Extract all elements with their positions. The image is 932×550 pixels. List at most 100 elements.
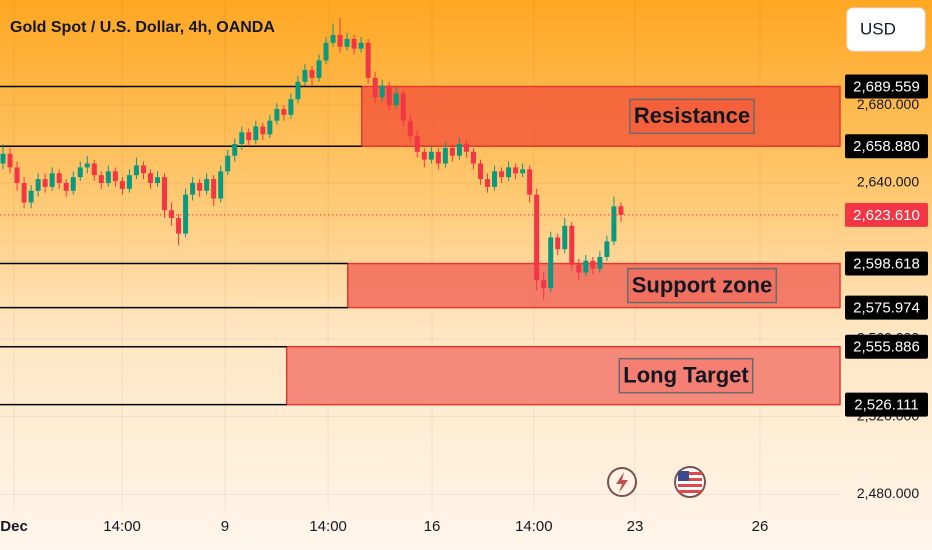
price-box xyxy=(845,392,928,417)
price-label: 2,555.886 xyxy=(853,339,920,356)
zone-label-box xyxy=(618,357,754,394)
x-tick-label: 14:00 xyxy=(309,518,347,535)
x-tick-label: 14:00 xyxy=(515,518,553,535)
candle-body xyxy=(435,151,441,164)
candle-body xyxy=(351,38,357,49)
lightning-icon[interactable] xyxy=(607,467,637,497)
candle-body xyxy=(126,175,132,189)
zone xyxy=(285,345,841,406)
x-tick-label: 23 xyxy=(627,518,644,535)
candle-body xyxy=(365,42,371,78)
candle-body xyxy=(98,175,104,183)
icon-bolt xyxy=(616,472,628,493)
candle-body xyxy=(147,173,153,183)
candle-body xyxy=(358,42,364,49)
candle-body xyxy=(463,144,469,152)
candle-body xyxy=(274,109,280,121)
candle-body xyxy=(211,179,217,199)
y-tick-label: 2,640.000 xyxy=(857,174,919,190)
currency-button[interactable]: USD xyxy=(846,7,926,52)
price-box xyxy=(845,202,928,227)
flag-canton xyxy=(678,471,689,481)
candle-body xyxy=(204,179,210,191)
plot: 2,480.0002,520.0002,560.0002,600.0002,64… xyxy=(0,0,928,535)
candle-body xyxy=(407,120,413,137)
x-tick-label: 14:00 xyxy=(103,518,141,535)
candle-body xyxy=(91,163,97,176)
candle-body xyxy=(246,132,252,141)
candle-body xyxy=(456,144,462,156)
candle-body xyxy=(400,93,406,121)
candle-body xyxy=(253,126,259,141)
candle-body xyxy=(555,237,561,250)
candle-body xyxy=(534,194,540,281)
candle-body xyxy=(421,151,427,160)
candle-body xyxy=(506,167,512,178)
price-label: 2,689.559 xyxy=(853,78,920,95)
candle-body xyxy=(14,167,20,183)
candle-body xyxy=(597,256,603,269)
price-box xyxy=(845,251,928,276)
candle-body xyxy=(42,179,48,187)
candle-body xyxy=(470,151,476,164)
flag-stripe xyxy=(678,484,702,487)
price-label: 2,598.618 xyxy=(853,255,920,272)
candle-body xyxy=(379,85,385,98)
candle-body xyxy=(344,38,350,47)
candle-body xyxy=(112,171,118,182)
candle-body xyxy=(477,163,483,180)
candle-body xyxy=(337,35,343,47)
y-tick-label: 2,480.000 xyxy=(857,485,919,501)
candle-body xyxy=(183,194,189,234)
candle-body xyxy=(302,70,308,82)
button-box[interactable] xyxy=(846,7,926,52)
candle-body xyxy=(225,155,231,172)
candle-body xyxy=(56,173,62,183)
candle-body xyxy=(49,173,55,187)
candle-body xyxy=(604,241,610,257)
x-tick-label: 16 xyxy=(424,518,441,535)
candle-body xyxy=(133,165,139,176)
candle-body xyxy=(442,147,448,164)
candle-body xyxy=(176,218,182,234)
y-tick-label: 2,680.000 xyxy=(857,96,919,112)
candle-body xyxy=(428,151,434,160)
candle-body xyxy=(485,179,491,187)
candle-body xyxy=(548,237,554,289)
candle-body xyxy=(239,132,245,145)
candle-body xyxy=(84,163,90,168)
zone xyxy=(361,85,841,147)
candle-body xyxy=(7,153,13,168)
candle-body xyxy=(260,126,266,135)
button-label[interactable]: USD xyxy=(860,19,896,38)
price-box xyxy=(845,334,928,359)
candle-body xyxy=(190,182,196,195)
candle-body xyxy=(393,93,399,106)
candle-body xyxy=(323,42,329,61)
candle-body xyxy=(330,35,336,43)
price-label: 2,623.610 xyxy=(853,207,920,224)
price-label: 2,575.974 xyxy=(853,300,920,317)
candle-body xyxy=(576,264,582,273)
price-label: 2,526.111 xyxy=(854,397,919,414)
x-tick-label: 9 xyxy=(221,518,229,535)
candle-body xyxy=(28,190,34,203)
flag-stripe xyxy=(678,472,702,475)
candle-body xyxy=(35,179,41,191)
flag-icon[interactable] xyxy=(674,466,706,498)
candle-body xyxy=(492,171,498,187)
candle-body xyxy=(541,280,547,289)
candle-body xyxy=(281,109,287,115)
zone-label: Resistance xyxy=(634,103,750,128)
candle-body xyxy=(267,120,273,135)
candle-body xyxy=(154,177,160,183)
candle-body xyxy=(295,81,301,100)
candle-body xyxy=(590,260,596,269)
candle-body xyxy=(232,144,238,156)
candle-body xyxy=(569,225,575,265)
candle-body xyxy=(119,181,125,189)
candle-body xyxy=(414,136,420,152)
candle-body xyxy=(162,177,168,211)
candle-body xyxy=(309,70,315,78)
candle-body xyxy=(316,60,322,78)
